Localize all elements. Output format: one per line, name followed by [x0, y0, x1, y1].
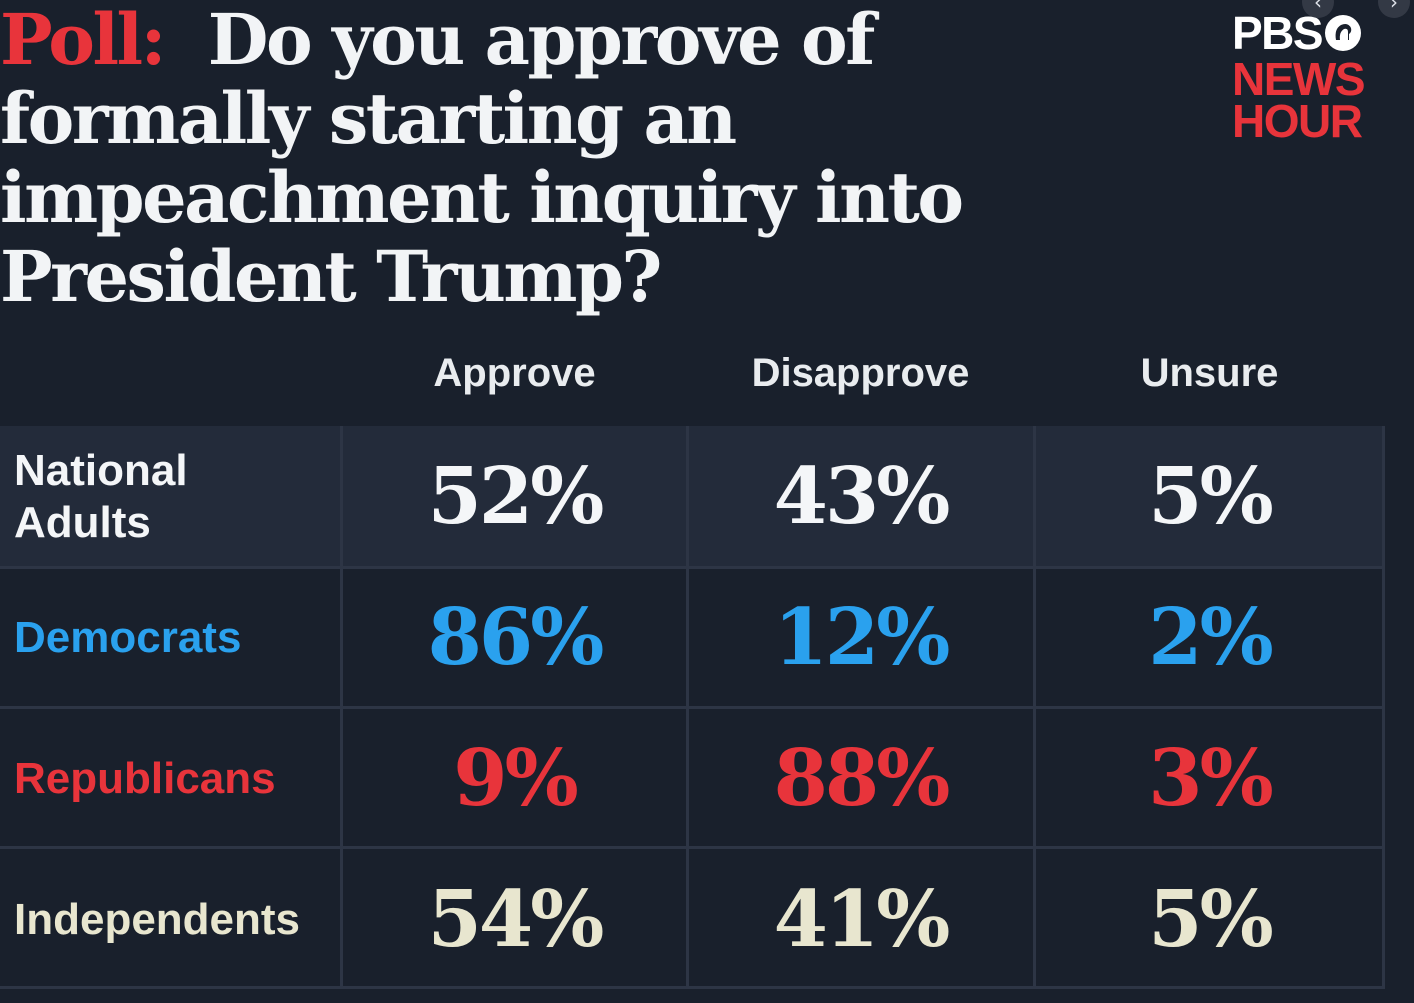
title-kicker: Poll: — [0, 0, 166, 81]
row-label: Republicans — [14, 753, 276, 803]
divider — [0, 706, 1385, 709]
pbs-head-icon — [1325, 15, 1362, 51]
cell-republicans-unsure: 3% — [1148, 733, 1273, 824]
table-row-democrats: Democrats 86% 12% 2% — [0, 567, 1385, 708]
cell-democrats-disapprove: 12% — [773, 592, 951, 683]
divider — [0, 986, 1385, 989]
logo-pbs-text: PBS — [1232, 7, 1324, 59]
divider — [0, 566, 1385, 569]
cell-national-approve: 52% — [427, 451, 605, 542]
divider — [0, 846, 1385, 849]
cell-democrats-unsure: 2% — [1148, 592, 1273, 683]
table-row-republicans: Republicans 9% 88% 3% — [0, 708, 1385, 849]
table-row-national-adults: National Adults 52% 43% 5% — [0, 426, 1385, 567]
table-row-independents: Independents 54% 41% 5% — [0, 849, 1385, 990]
page-title: Poll: Do you approve of formally startin… — [0, 0, 1170, 316]
cell-republicans-approve: 9% — [453, 733, 578, 824]
cell-republicans-disapprove: 88% — [773, 733, 951, 824]
cell-independents-approve: 54% — [427, 874, 605, 965]
cell-democrats-approve: 86% — [427, 592, 605, 683]
title-question: Do you approve of formally starting an i… — [0, 0, 964, 318]
logo-hour-text: HOUR — [1232, 95, 1363, 147]
row-label: Democrats — [14, 612, 242, 662]
cell-national-disapprove: 43% — [773, 451, 951, 542]
column-header-approve: Approve — [433, 351, 596, 395]
cell-national-unsure: 5% — [1148, 451, 1273, 542]
row-label: National Adults — [14, 445, 188, 547]
column-header-disapprove: Disapprove — [751, 351, 970, 395]
logo-news-text: NEWS — [1232, 53, 1366, 105]
chevron-right-icon[interactable]: › — [1378, 0, 1410, 18]
row-label: Independents — [14, 894, 301, 944]
chevron-left-icon[interactable]: ‹ — [1302, 0, 1334, 18]
poll-table: National Adults 52% 43% 5% Democrats 86%… — [0, 426, 1385, 990]
column-header-unsure: Unsure — [1140, 351, 1279, 395]
cell-independents-unsure: 5% — [1148, 874, 1273, 965]
cell-independents-disapprove: 41% — [773, 874, 951, 965]
pbs-newshour-logo: PBS NEWS HOUR — [1232, 7, 1407, 147]
